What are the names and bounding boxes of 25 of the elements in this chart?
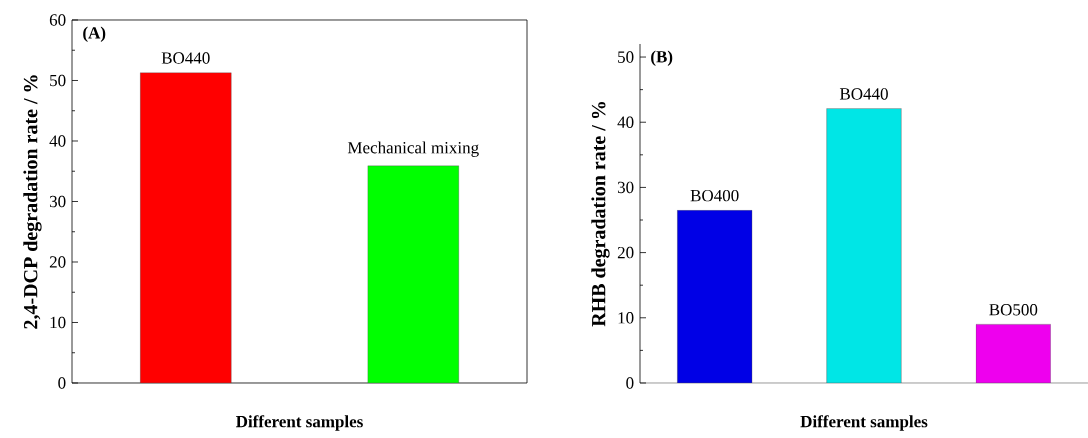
y-axis-title: RHB degradation rate / % bbox=[591, 102, 610, 327]
y-tick-label: 30 bbox=[49, 195, 66, 208]
annotation: (B) bbox=[651, 50, 673, 66]
y-tick-label: 40 bbox=[617, 116, 634, 128]
y-tick-label: 0 bbox=[58, 377, 66, 389]
y-tick-label: 50 bbox=[50, 74, 66, 87]
y-tick-label: 30 bbox=[617, 181, 634, 194]
x-tick-label: BO500 bbox=[989, 303, 1038, 316]
annotation: (A) bbox=[83, 26, 106, 42]
x-tick-label: BO440 bbox=[839, 88, 888, 100]
y-tick-label: 20 bbox=[617, 246, 634, 259]
y-tick-label: 20 bbox=[49, 256, 66, 268]
y-tick-label: 10 bbox=[50, 316, 66, 329]
y-tick-label: 10 bbox=[618, 312, 634, 324]
y-tick-label: 40 bbox=[49, 135, 66, 147]
x-axis-title: Different samples bbox=[235, 415, 363, 431]
y-tick-label: 0 bbox=[626, 377, 634, 389]
bar bbox=[677, 210, 753, 383]
x-tick-label: BO440 bbox=[161, 52, 210, 64]
x-tick-label: Mechanical mixing bbox=[347, 141, 479, 157]
y-axis-title: 2,4-DCP degradation rate / % bbox=[23, 75, 42, 329]
y-tick-label: 50 bbox=[618, 51, 634, 63]
y-tick-label: 60 bbox=[49, 14, 66, 26]
x-axis-title: Different samples bbox=[800, 415, 928, 431]
x-tick-label: BO400 bbox=[690, 189, 739, 202]
